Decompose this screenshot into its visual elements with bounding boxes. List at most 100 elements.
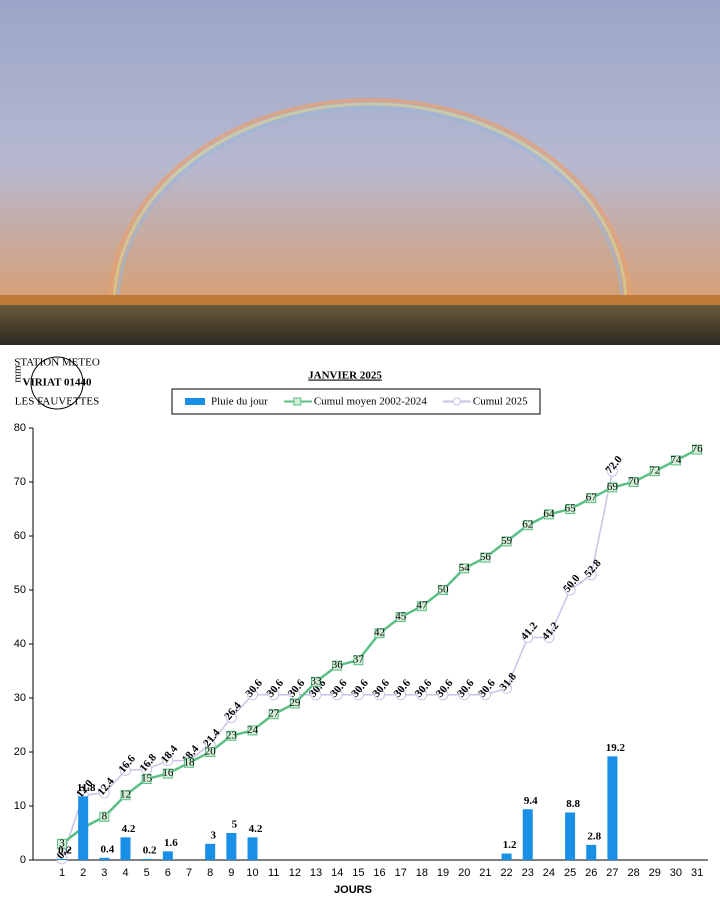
x-tick-label: 3 bbox=[101, 867, 107, 879]
x-tick-label: 19 bbox=[437, 867, 449, 879]
marker bbox=[606, 465, 618, 477]
data-label: 3 bbox=[59, 837, 65, 849]
x-axis-label: JOURS bbox=[334, 884, 372, 896]
data-label: 23 bbox=[226, 729, 238, 741]
data-label: 72 bbox=[649, 465, 660, 477]
bar bbox=[162, 851, 173, 860]
bar bbox=[501, 853, 512, 860]
x-tick-label: 17 bbox=[395, 867, 407, 879]
data-label: 69 bbox=[607, 481, 619, 493]
legend bbox=[171, 388, 541, 415]
data-label: 64 bbox=[543, 508, 555, 520]
data-label: 59 bbox=[501, 535, 513, 547]
marker bbox=[586, 493, 597, 504]
y-tick-label: 20 bbox=[14, 746, 26, 758]
marker bbox=[226, 730, 237, 741]
y-tick-label: 30 bbox=[14, 692, 26, 704]
data-label: 18 bbox=[184, 756, 196, 768]
data-label: 52.8 bbox=[582, 557, 604, 580]
bar-label: 4.2 bbox=[249, 823, 263, 835]
marker bbox=[607, 482, 618, 493]
data-label: 37 bbox=[353, 654, 365, 666]
logo-text: LES FAUVETTES bbox=[15, 396, 99, 408]
bar bbox=[78, 796, 89, 860]
bar-label: 5 bbox=[232, 819, 238, 831]
bar bbox=[247, 837, 258, 860]
marker bbox=[352, 689, 364, 701]
y-tick-label: 80 bbox=[14, 422, 26, 434]
bar bbox=[607, 756, 618, 860]
x-tick-label: 14 bbox=[331, 867, 343, 879]
data-label: 62 bbox=[522, 519, 533, 531]
data-label: 16 bbox=[162, 767, 174, 779]
data-label: 47 bbox=[416, 600, 428, 612]
marker bbox=[692, 444, 703, 455]
marker bbox=[374, 628, 385, 639]
bar bbox=[565, 812, 576, 860]
marker bbox=[438, 585, 449, 595]
marker bbox=[332, 660, 343, 671]
marker bbox=[99, 811, 110, 822]
marker bbox=[543, 632, 555, 644]
y-tick-label: 60 bbox=[14, 530, 26, 542]
data-label: 42 bbox=[374, 627, 385, 639]
data-label: 76 bbox=[692, 443, 704, 455]
y-tick-label: 70 bbox=[14, 476, 26, 488]
legend-marker bbox=[452, 397, 461, 406]
marker bbox=[501, 536, 512, 547]
x-tick-label: 18 bbox=[416, 867, 428, 879]
marker bbox=[649, 466, 660, 477]
y-tick-label: 10 bbox=[14, 800, 26, 812]
data-label: 67 bbox=[586, 492, 598, 504]
x-tick-label: 7 bbox=[186, 867, 192, 879]
marker bbox=[162, 768, 173, 779]
data-label: 15 bbox=[141, 773, 153, 785]
bar-label: 8.8 bbox=[566, 798, 580, 810]
marker bbox=[543, 509, 554, 520]
data-label: 24 bbox=[247, 724, 259, 736]
data-label: 30.6 bbox=[455, 677, 477, 700]
marker bbox=[628, 477, 639, 487]
logo: STATION METEO VIRIAT 01440 LES FAUVETTES bbox=[14, 356, 100, 410]
legend-label: Cumul 2025 bbox=[473, 396, 528, 408]
bar-label: 0.2 bbox=[143, 844, 157, 856]
x-tick-label: 5 bbox=[144, 867, 150, 879]
data-label: 70 bbox=[628, 476, 640, 488]
marker bbox=[205, 747, 216, 757]
marker bbox=[310, 689, 322, 701]
marker bbox=[395, 689, 407, 701]
marker bbox=[479, 689, 491, 701]
x-tick-label: 25 bbox=[564, 867, 576, 879]
data-label: 29 bbox=[289, 697, 301, 709]
bar-label: 2.8 bbox=[587, 830, 601, 842]
data-label: 74 bbox=[670, 454, 682, 466]
x-tick-label: 23 bbox=[522, 867, 534, 879]
data-label: 30.6 bbox=[349, 677, 371, 700]
bar-label: 0.2 bbox=[58, 844, 72, 856]
marker bbox=[57, 838, 67, 849]
data-label: 26.4 bbox=[222, 700, 244, 723]
x-tick-label: 29 bbox=[649, 867, 661, 879]
marker bbox=[416, 601, 427, 612]
x-tick-label: 28 bbox=[627, 867, 639, 879]
data-label: 72.0 bbox=[603, 453, 625, 476]
x-tick-label: 2 bbox=[80, 867, 86, 879]
bar-label: 0.4 bbox=[100, 843, 114, 855]
data-label: 30.6 bbox=[413, 677, 435, 700]
data-label: 56 bbox=[480, 551, 492, 563]
y-tick-label: 50 bbox=[14, 584, 26, 596]
bar-label: 9.4 bbox=[524, 795, 538, 807]
x-tick-label: 4 bbox=[122, 867, 128, 879]
marker bbox=[670, 455, 681, 466]
bar bbox=[141, 858, 152, 860]
x-tick-label: 22 bbox=[500, 867, 512, 879]
marker bbox=[98, 787, 110, 799]
marker bbox=[268, 689, 280, 701]
data-label: 16.6 bbox=[116, 752, 138, 775]
x-tick-label: 8 bbox=[207, 867, 213, 879]
data-label: 41.2 bbox=[540, 620, 562, 643]
bar-label: 4.2 bbox=[122, 823, 136, 835]
data-label: 36 bbox=[332, 659, 344, 671]
data-label: 30.6 bbox=[392, 677, 414, 700]
legend-label: Pluie du jour bbox=[211, 396, 268, 408]
